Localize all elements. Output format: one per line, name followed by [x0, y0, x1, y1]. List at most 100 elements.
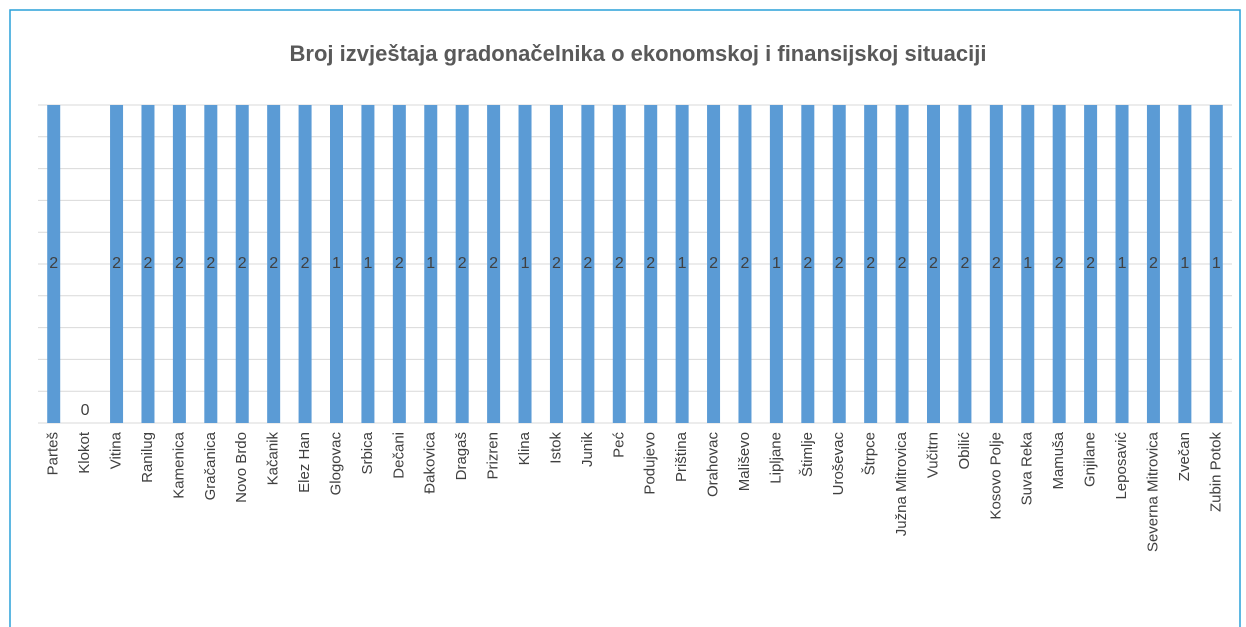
- bar: [738, 105, 752, 423]
- bar: [361, 105, 375, 423]
- data-label: 2: [1055, 255, 1064, 272]
- data-label: 1: [332, 255, 341, 272]
- data-label: 2: [206, 255, 215, 272]
- data-label: 1: [1180, 255, 1189, 272]
- x-tick-label: Obilić: [956, 432, 973, 470]
- x-tick-label: Mališevo: [736, 432, 753, 491]
- data-label: 2: [238, 255, 247, 272]
- bar: [204, 105, 218, 423]
- x-tick-label: Severna Mitrovica: [1144, 431, 1161, 552]
- bar: [895, 105, 909, 423]
- data-label: 1: [521, 255, 530, 272]
- data-label: 0: [81, 402, 90, 419]
- x-tick-label: Zubin Potok: [1207, 432, 1224, 513]
- x-tick-label: Priština: [673, 431, 690, 482]
- bar: [1084, 105, 1098, 423]
- x-tick-label: Elez Han: [296, 432, 313, 493]
- data-label: 1: [1118, 255, 1127, 272]
- bar: [298, 105, 312, 423]
- bar: [612, 105, 626, 423]
- x-tick-label: Dragaš: [453, 432, 470, 480]
- x-tick-label: Klina: [516, 431, 533, 465]
- bar: [267, 105, 281, 423]
- data-label: 2: [458, 255, 467, 272]
- x-tick-label: Podujevo: [642, 432, 659, 495]
- x-tick-label: Uroševac: [830, 432, 847, 496]
- x-tick-label: Novo Brdo: [233, 432, 250, 503]
- bar: [801, 105, 815, 423]
- x-tick-label: Vitina: [108, 431, 125, 469]
- bar: [235, 105, 249, 423]
- data-label: 2: [992, 255, 1001, 272]
- bar: [958, 105, 972, 423]
- data-label: 2: [835, 255, 844, 272]
- data-label: 1: [678, 255, 687, 272]
- bars: [47, 105, 1223, 423]
- x-tick-label: Đakovica: [422, 431, 439, 493]
- x-tick-label: Dečani: [390, 432, 407, 479]
- bar: [864, 105, 878, 423]
- bar: [110, 105, 124, 423]
- bar: [644, 105, 658, 423]
- data-label: 2: [929, 255, 938, 272]
- x-tick-label: Zvečan: [1176, 432, 1193, 481]
- x-tick-label: Peć: [610, 432, 627, 458]
- x-tick-label: Štrpce: [862, 432, 879, 475]
- x-tick-label: Kosovo Polje: [987, 432, 1004, 520]
- data-label: 2: [615, 255, 624, 272]
- data-label: 1: [772, 255, 781, 272]
- bar: [989, 105, 1003, 423]
- bar: [927, 105, 940, 423]
- bar: [424, 105, 438, 423]
- bar: [1115, 105, 1129, 423]
- bar: [707, 105, 721, 423]
- bar: [392, 105, 406, 423]
- x-tick-label: Orahovac: [705, 432, 722, 498]
- data-label: 2: [552, 255, 561, 272]
- bar: [1178, 105, 1192, 423]
- data-label: 2: [1149, 255, 1158, 272]
- bar: [141, 105, 155, 423]
- data-label: 2: [741, 255, 750, 272]
- x-tick-label: Prizren: [485, 432, 502, 480]
- x-tick-label: Gračanica: [202, 431, 219, 500]
- x-tick-label: Leposavić: [1113, 432, 1130, 500]
- data-label: 2: [175, 255, 184, 272]
- data-label: 2: [646, 255, 655, 272]
- chart-title: Broj izvještaja gradonačelnika o ekonoms…: [290, 41, 987, 66]
- data-label: 2: [709, 255, 718, 272]
- data-label: 1: [1212, 255, 1221, 272]
- x-tick-label: Gnjilane: [1082, 432, 1099, 487]
- bar: [675, 105, 689, 423]
- data-label: 2: [583, 255, 592, 272]
- data-label: 2: [898, 255, 907, 272]
- bar: [487, 105, 501, 423]
- bar: [769, 105, 783, 423]
- x-tick-label: Suva Reka: [1019, 431, 1036, 505]
- bar: [1021, 105, 1035, 423]
- x-tick-label: Mamuša: [1050, 431, 1067, 489]
- x-tick-label: Srbica: [359, 431, 376, 474]
- bar: [549, 105, 563, 423]
- data-label: 2: [395, 255, 404, 272]
- data-label: 1: [426, 255, 435, 272]
- data-label: 1: [1023, 255, 1032, 272]
- bar: [518, 105, 532, 423]
- x-tick-label: Kamenica: [170, 431, 187, 498]
- data-label: 2: [144, 255, 153, 272]
- x-tick-label: Štimlje: [799, 432, 816, 477]
- x-tick-label: Junik: [579, 432, 596, 468]
- frame: [9, 9, 1241, 627]
- x-tick-label: Južna Mitrovica: [893, 431, 910, 536]
- data-label: 2: [960, 255, 969, 272]
- bar: [1052, 105, 1066, 423]
- data-label: 2: [489, 255, 498, 272]
- bar: [832, 105, 846, 423]
- bar: [1146, 105, 1160, 423]
- bar: [172, 105, 186, 423]
- bar: [330, 105, 343, 423]
- data-label: 2: [1086, 255, 1095, 272]
- bar: [455, 105, 469, 423]
- data-label: 2: [803, 255, 812, 272]
